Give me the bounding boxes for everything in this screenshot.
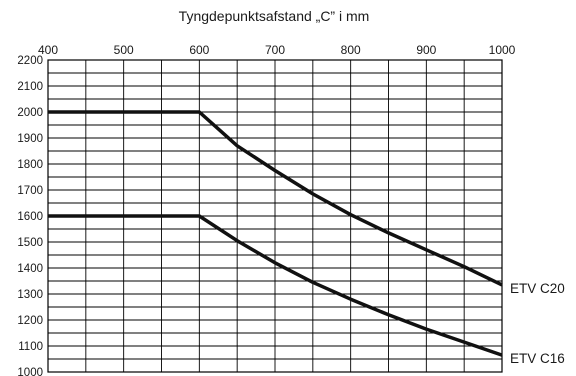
series-label: ETV C16: [510, 351, 565, 366]
y-tick-label: 1600: [17, 211, 43, 223]
y-tick-label: 1100: [18, 341, 43, 353]
x-tick-label: 1000: [489, 43, 516, 57]
y-tick-label: 1300: [17, 289, 43, 301]
series-labels: ETV C20 ETV C16: [510, 281, 565, 366]
x-axis-ticks: 400 500 600 700 800 900 1000: [38, 43, 516, 57]
series-line: [48, 214, 503, 357]
x-tick-label: 800: [341, 43, 361, 57]
y-tick-label: 2100: [17, 81, 43, 93]
y-tick-label: 1800: [17, 159, 43, 171]
y-tick-label: 1400: [17, 263, 43, 275]
y-tick-label: 1900: [17, 133, 43, 145]
y-axis-ticks: 2200 2100 2000 1900 1800 1700 1600 1500 1400 1300…: [17, 55, 43, 376]
x-tick-label: 900: [416, 43, 436, 57]
x-tick-label: 600: [189, 43, 209, 57]
y-tick-label: 1200: [17, 315, 43, 327]
y-tick-label: 1700: [17, 185, 43, 197]
x-tick-label: 400: [38, 43, 58, 57]
series-line: [48, 110, 503, 287]
chart-title: Tyngdepunktsafstand „C” i mm: [179, 8, 370, 24]
y-tick-label: 1500: [17, 237, 43, 249]
y-tick-label: 2000: [17, 107, 43, 119]
series-label: ETV C20: [510, 281, 565, 296]
series-lines: [48, 110, 503, 357]
y-tick-label: 1000: [17, 367, 43, 376]
x-tick-label: 700: [265, 43, 285, 57]
x-tick-label: 500: [114, 43, 134, 57]
y-tick-label: 2200: [17, 55, 43, 67]
